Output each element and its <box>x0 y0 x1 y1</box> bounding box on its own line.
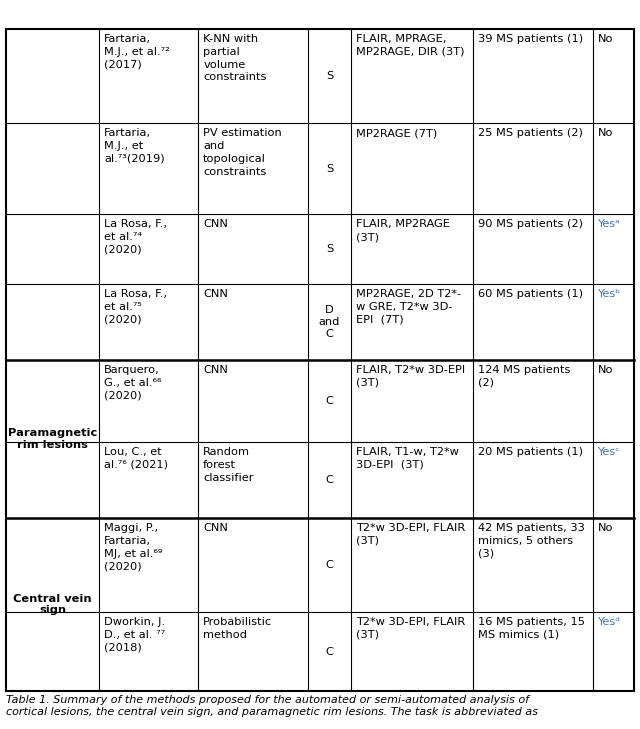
Text: Fartaria,
M.J., et al.⁷²
(2017): Fartaria, M.J., et al.⁷² (2017) <box>104 34 170 69</box>
Text: Yesᵈ: Yesᵈ <box>598 617 620 627</box>
Text: 42 MS patients, 33
mimics, 5 others
(3): 42 MS patients, 33 mimics, 5 others (3) <box>478 523 585 558</box>
Text: FLAIR, T2*w 3D-EPI
(3T): FLAIR, T2*w 3D-EPI (3T) <box>356 365 465 388</box>
Text: Table 1. Summary of the methods proposed for the automated or semi-automated ana: Table 1. Summary of the methods proposed… <box>6 695 538 717</box>
Text: Lou, C., et
al.⁷⁶ (2021): Lou, C., et al.⁷⁶ (2021) <box>104 447 168 469</box>
Text: No: No <box>598 365 613 375</box>
Text: C: C <box>326 647 333 657</box>
Text: FLAIR, MP2RAGE
(3T): FLAIR, MP2RAGE (3T) <box>356 219 450 242</box>
Text: FLAIR, T1-w, T2*w
3D-EPI  (3T): FLAIR, T1-w, T2*w 3D-EPI (3T) <box>356 447 459 469</box>
Text: Random
forest
classifier: Random forest classifier <box>203 447 253 483</box>
Text: 16 MS patients, 15
MS mimics (1): 16 MS patients, 15 MS mimics (1) <box>478 617 585 640</box>
Text: MP2RAGE, 2D T2*-
w GRE, T2*w 3D-
EPI  (7T): MP2RAGE, 2D T2*- w GRE, T2*w 3D- EPI (7T… <box>356 289 461 324</box>
Text: Paramagnetic
rim lesions: Paramagnetic rim lesions <box>8 428 97 450</box>
Text: 60 MS patients (1): 60 MS patients (1) <box>478 289 583 299</box>
Text: CNN: CNN <box>203 523 228 533</box>
Text: La Rosa, F.,
et al.⁷⁵
(2020): La Rosa, F., et al.⁷⁵ (2020) <box>104 289 167 324</box>
Text: La Rosa, F.,
et al.⁷⁴
(2020): La Rosa, F., et al.⁷⁴ (2020) <box>104 219 167 255</box>
Text: No: No <box>598 128 613 138</box>
Text: Yesᵇ: Yesᵇ <box>598 289 621 299</box>
Text: Central vein
sign: Central vein sign <box>13 593 92 615</box>
Text: PV estimation
and
topological
constraints: PV estimation and topological constraint… <box>203 128 282 176</box>
Text: 90 MS patients (2): 90 MS patients (2) <box>478 219 583 229</box>
Text: 25 MS patients (2): 25 MS patients (2) <box>478 128 583 138</box>
Text: K-NN with
partial
volume
constraints: K-NN with partial volume constraints <box>203 34 266 82</box>
Text: MP2RAGE (7T): MP2RAGE (7T) <box>356 128 437 138</box>
Text: CNN: CNN <box>203 289 228 299</box>
Text: T2*w 3D-EPI, FLAIR
(3T): T2*w 3D-EPI, FLAIR (3T) <box>356 523 465 546</box>
Text: 20 MS patients (1): 20 MS patients (1) <box>478 447 583 457</box>
Text: CNN: CNN <box>203 365 228 375</box>
Text: Maggi, P.,
Fartaria,
MJ, et al.⁶⁹
(2020): Maggi, P., Fartaria, MJ, et al.⁶⁹ (2020) <box>104 523 163 572</box>
Text: No: No <box>598 523 613 533</box>
Text: C: C <box>326 396 333 406</box>
Text: Dworkin, J.
D., et al. ⁷⁷
(2018): Dworkin, J. D., et al. ⁷⁷ (2018) <box>104 617 165 652</box>
Text: CNN: CNN <box>203 219 228 229</box>
Text: No: No <box>598 34 613 44</box>
Text: C: C <box>326 475 333 485</box>
Text: Barquero,
G., et al.⁶⁶
(2020): Barquero, G., et al.⁶⁶ (2020) <box>104 365 161 401</box>
Text: D
and
C: D and C <box>319 305 340 339</box>
Text: S: S <box>326 164 333 174</box>
Text: T2*w 3D-EPI, FLAIR
(3T): T2*w 3D-EPI, FLAIR (3T) <box>356 617 465 640</box>
Text: FLAIR, MPRAGE,
MP2RAGE, DIR (3T): FLAIR, MPRAGE, MP2RAGE, DIR (3T) <box>356 34 464 57</box>
Text: S: S <box>326 244 333 254</box>
Text: S: S <box>326 71 333 81</box>
Text: Yesᵃ: Yesᵃ <box>598 219 620 229</box>
Text: Fartaria,
M.J., et
al.⁷³(2019): Fartaria, M.J., et al.⁷³(2019) <box>104 128 164 164</box>
Text: Probabilistic
method: Probabilistic method <box>203 617 272 640</box>
Text: 39 MS patients (1): 39 MS patients (1) <box>478 34 583 44</box>
Text: Yesᶜ: Yesᶜ <box>598 447 620 457</box>
Text: C: C <box>326 560 333 570</box>
Text: 124 MS patients
(2): 124 MS patients (2) <box>478 365 571 388</box>
